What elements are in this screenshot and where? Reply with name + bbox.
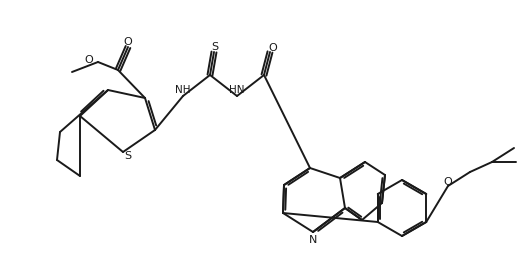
Text: S: S [124,151,132,161]
Text: O: O [443,177,452,187]
Text: O: O [124,37,132,47]
Text: S: S [211,42,219,52]
Text: HN: HN [229,85,245,95]
Text: O: O [269,43,277,53]
Text: NH: NH [175,85,191,95]
Text: O: O [84,55,93,65]
Text: N: N [309,235,317,245]
